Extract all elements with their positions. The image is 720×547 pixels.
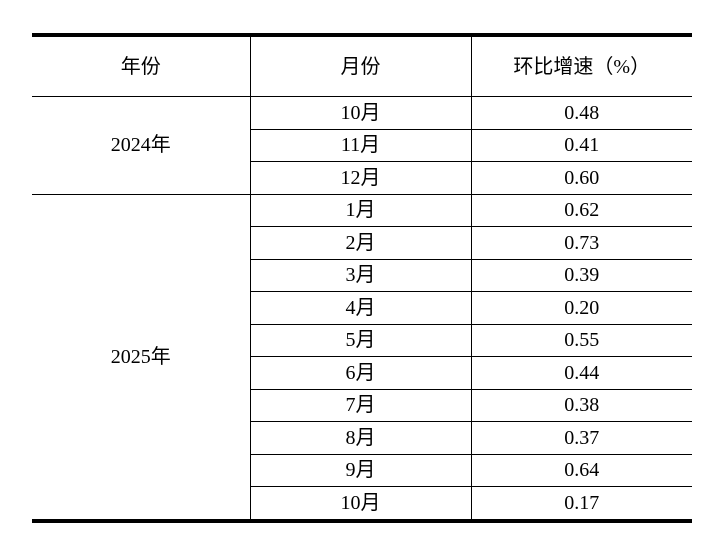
value-cell: 0.60 bbox=[470, 161, 692, 195]
value-cell: 0.48 bbox=[470, 96, 692, 130]
value-cell: 0.41 bbox=[470, 129, 692, 162]
value-cell: 0.64 bbox=[470, 454, 692, 487]
table-row: 12月 0.60 bbox=[32, 161, 692, 195]
header-row: 年份 月份 环比增速（%） bbox=[32, 35, 692, 97]
table-row: 2月 0.73 bbox=[32, 226, 692, 260]
month-cell: 9月 bbox=[249, 454, 471, 487]
month-cell: 4月 bbox=[249, 291, 471, 325]
value-cell: 0.39 bbox=[470, 259, 692, 292]
table-row: 4月 0.20 bbox=[32, 291, 692, 325]
value-cell: 0.38 bbox=[470, 389, 692, 422]
month-cell: 2月 bbox=[249, 226, 471, 260]
table-row: 5月 0.55 bbox=[32, 324, 692, 357]
month-cell: 1月 bbox=[249, 194, 471, 227]
month-cell: 12月 bbox=[249, 161, 471, 195]
month-cell: 5月 bbox=[249, 324, 471, 357]
value-cell: 0.44 bbox=[470, 356, 692, 390]
value-cell: 0.62 bbox=[470, 194, 692, 227]
header-cell-month: 月份 bbox=[249, 35, 471, 97]
value-cell: 0.17 bbox=[470, 486, 692, 521]
table-row: 7月 0.38 bbox=[32, 389, 692, 422]
month-cell: 10月 bbox=[249, 96, 471, 130]
value-cell: 0.73 bbox=[470, 226, 692, 260]
table-row: 2025年 1月 0.62 bbox=[32, 194, 692, 521]
growth-rate-table: 年份 月份 环比增速（%） 2024年 10月 0.48 11月 0.41 12… bbox=[32, 33, 692, 523]
table-row: 2024年 10月 0.48 bbox=[32, 96, 692, 195]
value-cell: 0.37 bbox=[470, 421, 692, 455]
month-cell: 11月 bbox=[249, 129, 471, 162]
month-cell: 8月 bbox=[249, 421, 471, 455]
year-cell-2024: 2024年 bbox=[32, 96, 250, 195]
value-cell: 0.20 bbox=[470, 291, 692, 325]
table-row: 10月 0.17 bbox=[32, 486, 692, 521]
header-cell-year: 年份 bbox=[32, 35, 250, 97]
value-cell: 0.55 bbox=[470, 324, 692, 357]
month-cell: 3月 bbox=[249, 259, 471, 292]
month-cell: 10月 bbox=[249, 486, 471, 521]
table-row: 3月 0.39 bbox=[32, 259, 692, 292]
header-cell-growth-rate: 环比增速（%） bbox=[470, 35, 692, 97]
month-cell: 7月 bbox=[249, 389, 471, 422]
table-row: 11月 0.41 bbox=[32, 129, 692, 162]
table-row: 8月 0.37 bbox=[32, 421, 692, 455]
year-cell-2025: 2025年 bbox=[32, 194, 250, 521]
table-row: 9月 0.64 bbox=[32, 454, 692, 487]
table-row: 6月 0.44 bbox=[32, 356, 692, 390]
month-cell: 6月 bbox=[249, 356, 471, 390]
